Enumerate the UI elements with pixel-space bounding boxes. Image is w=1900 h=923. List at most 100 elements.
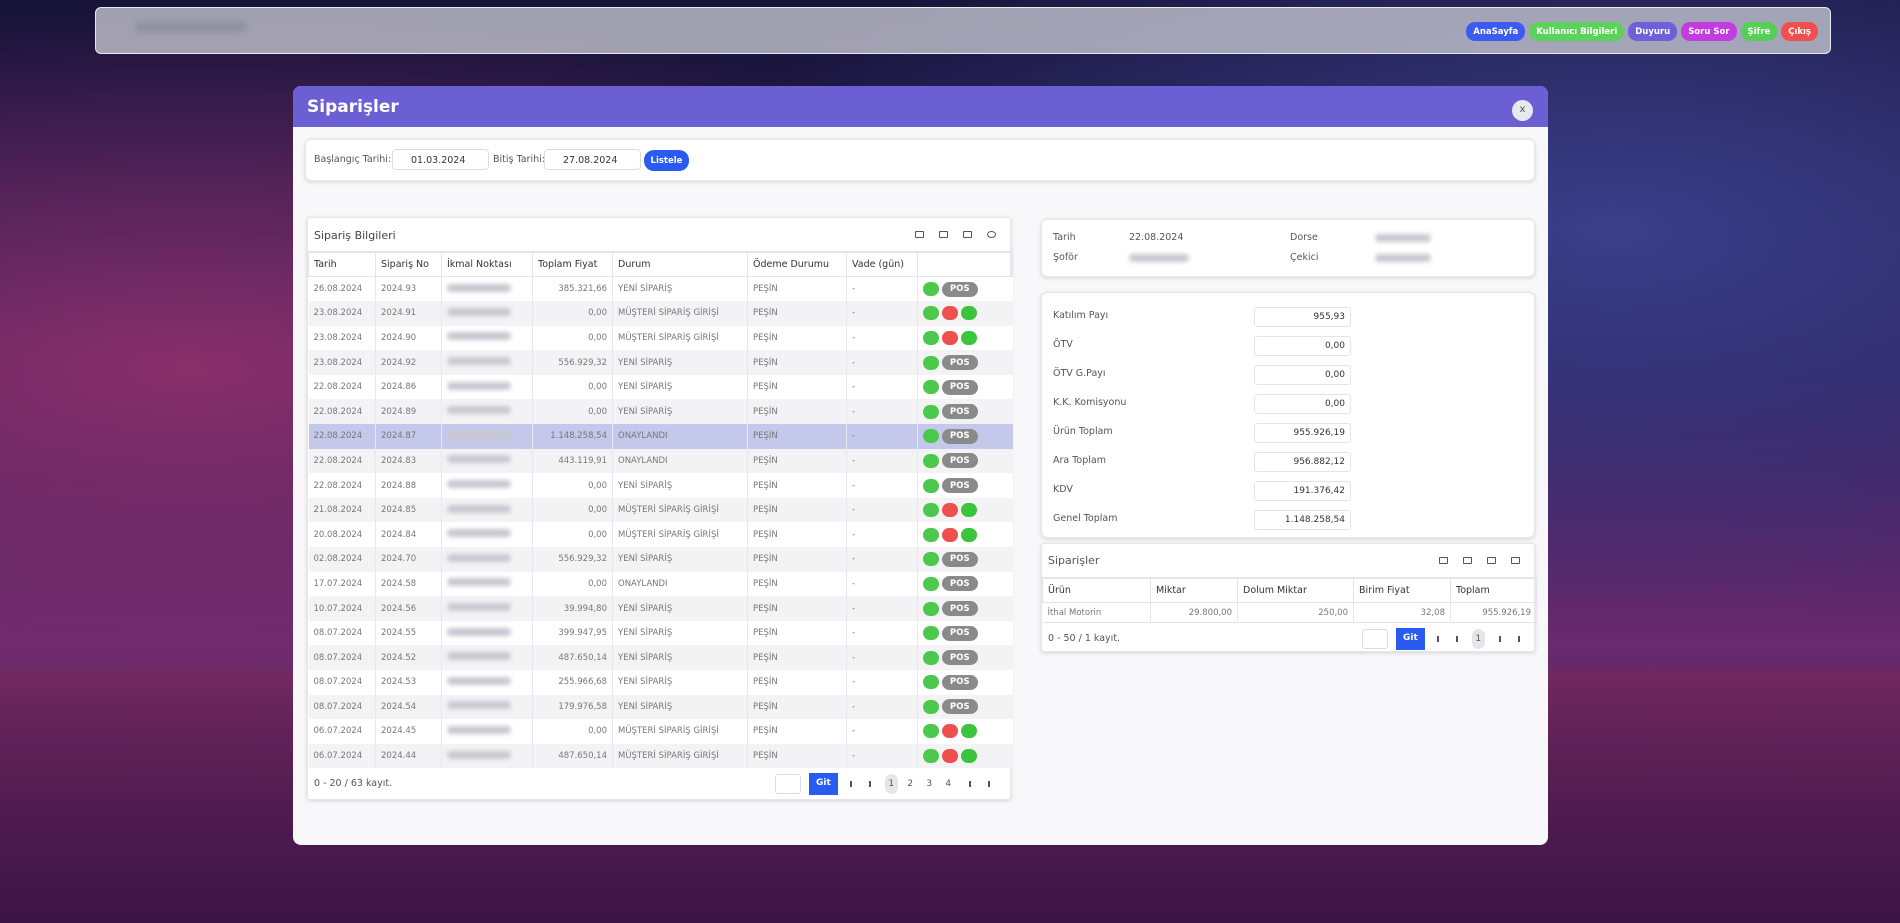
detail-icon[interactable]	[923, 699, 939, 714]
delete-icon[interactable]	[942, 503, 958, 518]
detail-icon[interactable]	[923, 404, 939, 419]
page-link[interactable]: 2	[907, 779, 914, 790]
pos-button[interactable]: POS	[942, 355, 978, 371]
page-input[interactable]	[775, 774, 801, 795]
detail-icon[interactable]	[923, 552, 939, 567]
pos-button[interactable]: POS	[942, 478, 978, 494]
delete-icon[interactable]	[942, 527, 958, 542]
pos-button[interactable]: POS	[942, 699, 978, 715]
page-nav[interactable]	[1436, 636, 1444, 642]
delete-icon[interactable]	[942, 306, 958, 321]
pos-button[interactable]: POS	[942, 625, 978, 641]
tool-icon[interactable]	[939, 231, 948, 238]
close-button[interactable]: x	[1512, 100, 1533, 121]
approve-icon[interactable]	[961, 503, 977, 518]
pos-button[interactable]: POS	[942, 601, 978, 617]
tool-icon[interactable]	[963, 231, 972, 238]
page-nav[interactable]	[1494, 636, 1501, 642]
order-row[interactable]: 17.07.2024 2024.58 0,00 ONAYLANDI PEŞİN - POS	[308, 571, 1013, 597]
order-row[interactable]: 08.07.2024 2024.52 487.650,14 YENİ SİPARİŞ P…	[308, 645, 1013, 670]
detail-icon[interactable]	[923, 527, 939, 542]
tool-icon[interactable]	[915, 231, 924, 238]
order-row[interactable]: 23.08.2024 2024.91 0,00 MÜŞTERİ SİPARİŞ GİR…	[308, 301, 1013, 326]
detail-icon[interactable]	[923, 503, 939, 518]
go-button[interactable]: Git	[809, 773, 838, 796]
order-row[interactable]: 22.08.2024 2024.86 0,00 YENİ SİPARİŞ PEŞİN - P…	[308, 374, 1013, 400]
pos-button[interactable]: POS	[942, 404, 978, 420]
approve-icon[interactable]	[961, 724, 977, 739]
pos-button[interactable]: POS	[942, 674, 978, 690]
order-row[interactable]: 26.08.2024 2024.93 385.321,66 YENİ SİPARİŞ P…	[308, 276, 1013, 302]
detail-icon[interactable]	[923, 601, 939, 616]
order-row[interactable]: 21.08.2024 2024.85 0,00 MÜŞTERİ SİPARİŞ GİR…	[308, 497, 1013, 523]
order-row[interactable]: 10.07.2024 2024.56 39.994,80 YENİ SİPARİŞ PE…	[308, 596, 1013, 621]
detail-icon[interactable]	[923, 429, 939, 444]
pos-button[interactable]: POS	[942, 650, 978, 666]
order-row[interactable]: 22.08.2024 2024.88 0,00 YENİ SİPARİŞ PEŞİN - P…	[308, 473, 1013, 498]
detail-icon[interactable]	[923, 330, 939, 345]
detail-icon[interactable]	[923, 380, 939, 395]
order-row[interactable]: 06.07.2024 2024.45 0,00 MÜŞTERİ SİPARİŞ GİR…	[308, 719, 1013, 744]
detail-icon[interactable]	[923, 724, 939, 739]
pos-button[interactable]: POS	[942, 551, 978, 567]
page-input[interactable]	[1362, 629, 1388, 649]
nav-button[interactable]: Kullanıcı Bilgileri	[1529, 22, 1625, 41]
nav-button[interactable]: Çıkış	[1781, 22, 1818, 41]
page-link[interactable]: 4	[945, 779, 952, 790]
order-row[interactable]: 22.08.2024 2024.87 1.148.258,54 ONAYLANDI PE…	[308, 424, 1013, 449]
page-nav[interactable]	[964, 781, 971, 788]
detail-icon[interactable]	[923, 576, 939, 591]
approve-icon[interactable]	[961, 749, 977, 764]
order-row[interactable]: 22.08.2024 2024.83 443.119,91 ONAYLANDI PEŞİ…	[308, 448, 1013, 474]
detail-icon[interactable]	[923, 749, 939, 764]
page-link[interactable]: 3	[926, 779, 933, 790]
tool-icon[interactable]	[1439, 557, 1448, 564]
nav-button[interactable]: Duyuru	[1628, 22, 1678, 41]
tool-icon[interactable]	[1511, 557, 1520, 564]
nav-button[interactable]: AnaSayfa	[1466, 22, 1526, 41]
pos-button[interactable]: POS	[942, 453, 978, 469]
tool-icon[interactable]	[1487, 557, 1496, 564]
delete-icon[interactable]	[942, 724, 958, 739]
end-date-input[interactable]: 27.08.2024	[544, 149, 641, 170]
page-nav[interactable]	[868, 781, 876, 788]
page-nav[interactable]	[983, 781, 990, 788]
order-row[interactable]: 02.08.2024 2024.70 556.929,32 YENİ SİPARİŞ P…	[308, 547, 1013, 572]
go-button[interactable]: Git	[1396, 628, 1425, 650]
pos-button[interactable]: POS	[942, 281, 978, 297]
approve-icon[interactable]	[961, 527, 977, 542]
detail-icon[interactable]	[923, 478, 939, 493]
detail-icon[interactable]	[923, 355, 939, 370]
nav-button[interactable]: Soru Sor	[1681, 22, 1737, 41]
start-date-input[interactable]: 01.03.2024	[392, 149, 489, 170]
order-row[interactable]: 08.07.2024 2024.55 399.947,95 YENİ SİPARİŞ P…	[308, 620, 1013, 646]
detail-icon[interactable]	[923, 453, 939, 468]
order-row[interactable]: 23.08.2024 2024.92 556.929,32 YENİ SİPARİŞ P…	[308, 350, 1013, 375]
nav-button[interactable]: Şifre	[1740, 22, 1778, 41]
detail-icon[interactable]	[923, 306, 939, 321]
delete-icon[interactable]	[942, 330, 958, 345]
detail-icon[interactable]	[923, 650, 939, 665]
detail-icon[interactable]	[923, 626, 939, 641]
page-link[interactable]: 1	[1471, 629, 1485, 649]
pos-button[interactable]: POS	[942, 428, 978, 444]
delete-icon[interactable]	[942, 749, 958, 764]
page-nav[interactable]	[849, 781, 857, 788]
approve-icon[interactable]	[961, 306, 977, 321]
order-row[interactable]: 08.07.2024 2024.54 179.976,58 YENİ SİPARİŞ P…	[308, 694, 1013, 720]
detail-icon[interactable]	[923, 282, 939, 297]
list-button[interactable]: Listele	[644, 150, 689, 171]
detail-icon[interactable]	[923, 675, 939, 690]
order-row[interactable]: 22.08.2024 2024.89 0,00 YENİ SİPARİŞ PEŞİN - P…	[308, 399, 1013, 425]
pos-button[interactable]: POS	[942, 379, 978, 395]
approve-icon[interactable]	[961, 330, 977, 345]
order-row[interactable]: 20.08.2024 2024.84 0,00 MÜŞTERİ SİPARİŞ GİR…	[308, 522, 1013, 548]
tool-icon[interactable]	[1463, 557, 1472, 564]
order-row[interactable]: 08.07.2024 2024.53 255.966,68 YENİ SİPARİŞ P…	[308, 670, 1013, 695]
order-row[interactable]: 06.07.2024 2024.44 487.650,14 MÜŞTERİ SİPAR…	[308, 743, 1013, 769]
page-nav[interactable]	[1455, 636, 1463, 642]
tool-icon[interactable]	[987, 231, 996, 238]
pos-button[interactable]: POS	[942, 576, 978, 592]
order-row[interactable]: 23.08.2024 2024.90 0,00 MÜŞTERİ SİPARİŞ GİR…	[308, 325, 1013, 351]
page-link[interactable]: 1	[884, 774, 898, 795]
